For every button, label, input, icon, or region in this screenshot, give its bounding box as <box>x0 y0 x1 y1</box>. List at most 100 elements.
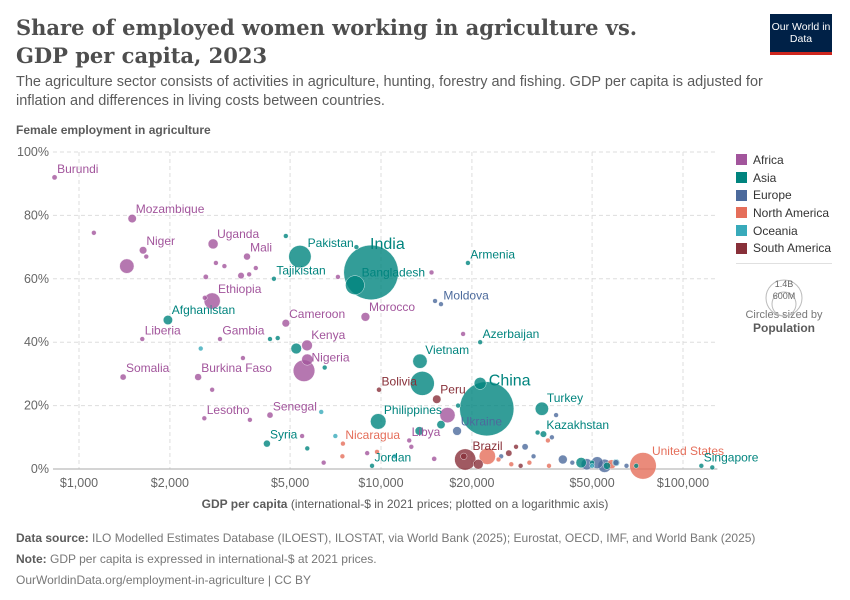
data-point-azerbaijan[interactable] <box>477 339 483 345</box>
data-point-kazakhstan[interactable] <box>539 430 547 438</box>
data-point[interactable] <box>318 409 324 415</box>
data-point-uganda[interactable] <box>207 238 219 250</box>
data-point[interactable] <box>246 271 252 277</box>
legend-item-africa[interactable]: Africa <box>736 151 831 169</box>
data-point-brazil[interactable] <box>454 448 476 471</box>
data-point-turkey[interactable] <box>535 401 549 416</box>
data-point[interactable] <box>549 434 555 440</box>
data-point[interactable] <box>247 417 253 423</box>
data-point[interactable] <box>530 453 537 459</box>
data-point[interactable] <box>505 449 513 457</box>
data-point[interactable] <box>339 453 345 459</box>
data-point-peru[interactable] <box>432 394 442 404</box>
data-point[interactable] <box>709 464 715 471</box>
data-point[interactable] <box>321 460 327 466</box>
data-point-niger[interactable] <box>139 246 148 255</box>
data-point[interactable] <box>473 377 487 390</box>
data-point[interactable] <box>623 463 630 469</box>
data-point[interactable] <box>513 444 519 450</box>
data-point[interactable] <box>545 437 551 444</box>
data-point[interactable] <box>275 335 281 341</box>
data-point-syria[interactable] <box>263 439 271 448</box>
data-point-lesotho[interactable] <box>201 415 207 421</box>
source-url[interactable]: OurWorldinData.org/employment-in-agricul… <box>16 573 312 587</box>
data-point[interactable] <box>478 447 496 465</box>
data-point[interactable] <box>267 336 273 342</box>
data-point[interactable] <box>428 269 435 276</box>
data-point-jordan[interactable] <box>369 463 375 469</box>
data-point[interactable] <box>237 272 245 280</box>
data-point[interactable] <box>209 387 215 393</box>
data-point[interactable] <box>198 345 204 352</box>
data-point[interactable] <box>304 445 310 451</box>
data-point[interactable] <box>299 433 305 439</box>
data-point[interactable] <box>508 461 514 467</box>
data-point-pakistan[interactable] <box>288 245 312 268</box>
data-point[interactable] <box>91 230 97 236</box>
data-point-liberia[interactable] <box>139 336 145 342</box>
data-point-mozambique[interactable] <box>127 214 137 223</box>
data-point[interactable] <box>589 463 595 469</box>
data-point[interactable] <box>546 463 552 469</box>
legend-item-asia[interactable]: Asia <box>736 169 831 187</box>
data-point[interactable] <box>414 426 424 436</box>
data-point[interactable] <box>432 298 438 304</box>
data-point-burkina-faso[interactable] <box>194 373 202 381</box>
data-point[interactable] <box>364 450 370 456</box>
data-point-armenia[interactable] <box>465 260 471 266</box>
data-point[interactable] <box>460 452 468 460</box>
data-point[interactable] <box>603 462 611 470</box>
data-point[interactable] <box>283 233 289 239</box>
data-point[interactable] <box>301 353 314 366</box>
data-point[interactable] <box>253 265 259 271</box>
data-point-philippines[interactable] <box>370 413 387 430</box>
data-point[interactable] <box>534 429 541 436</box>
data-point[interactable] <box>332 433 338 439</box>
data-point-burundi[interactable] <box>51 174 58 181</box>
data-point-morocco[interactable] <box>360 312 371 322</box>
data-point[interactable] <box>392 453 398 459</box>
data-point-united-states[interactable] <box>629 452 657 480</box>
data-point[interactable] <box>143 254 149 260</box>
data-point[interactable] <box>408 444 414 450</box>
data-point-bangladesh[interactable] <box>345 275 365 295</box>
data-point-ethiopia[interactable] <box>203 292 221 310</box>
data-point-mali[interactable] <box>243 252 251 261</box>
data-point[interactable] <box>335 274 341 280</box>
region-legend[interactable]: Africa Asia Europe North America Oceania Sout… <box>736 151 831 257</box>
data-point-libya[interactable] <box>406 437 412 444</box>
data-point[interactable] <box>521 443 529 451</box>
data-point[interactable] <box>473 459 484 470</box>
legend-item-europe[interactable]: Europe <box>736 186 831 204</box>
data-point[interactable] <box>431 456 437 462</box>
data-point[interactable] <box>495 456 502 463</box>
data-point[interactable] <box>553 412 559 418</box>
data-point-china[interactable] <box>459 381 515 437</box>
data-point[interactable] <box>439 407 456 423</box>
data-point-singapore[interactable] <box>698 463 704 469</box>
data-point[interactable] <box>119 258 135 274</box>
data-point-senegal[interactable] <box>266 411 274 419</box>
data-point[interactable] <box>633 463 639 469</box>
data-point[interactable] <box>240 355 246 361</box>
data-point-ukraine[interactable] <box>452 426 462 436</box>
data-point-somalia[interactable] <box>119 373 127 381</box>
data-point-kenya[interactable] <box>301 339 313 351</box>
data-point[interactable] <box>213 260 219 266</box>
data-point-bolivia[interactable] <box>376 387 382 393</box>
data-point[interactable] <box>575 457 587 469</box>
data-point[interactable] <box>374 449 380 455</box>
data-point[interactable] <box>518 463 524 469</box>
data-point-cameroon[interactable] <box>281 319 290 328</box>
data-point[interactable] <box>290 343 302 355</box>
legend-item-oceania[interactable]: Oceania <box>736 222 831 240</box>
data-point-gambia[interactable] <box>217 336 223 342</box>
data-point[interactable] <box>410 371 435 396</box>
data-point-afghanistan[interactable] <box>163 315 173 325</box>
data-point-nicaragua[interactable] <box>340 441 346 447</box>
data-point[interactable] <box>202 295 208 301</box>
data-point[interactable] <box>558 454 568 465</box>
data-point[interactable] <box>203 274 209 280</box>
data-point-moldova[interactable] <box>438 301 444 307</box>
